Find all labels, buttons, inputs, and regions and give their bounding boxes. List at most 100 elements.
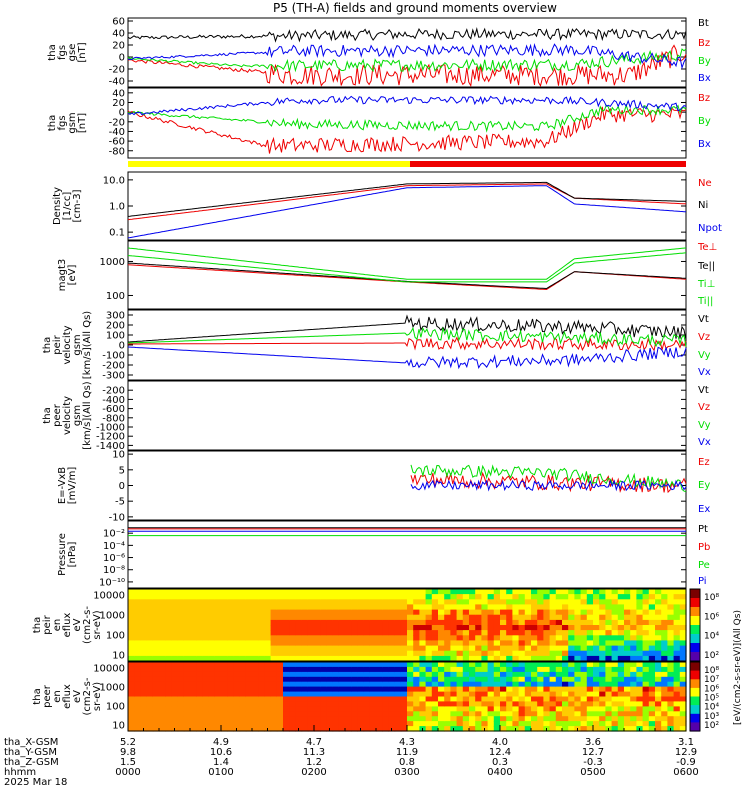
peir_spec-cell <box>407 645 414 652</box>
peer_spec-cell <box>518 696 526 702</box>
peer_spec-cell <box>159 701 166 707</box>
peir_spec-cell <box>165 609 172 616</box>
peer_spec-cell <box>152 691 160 698</box>
peer_spec-cell <box>351 662 358 668</box>
peer_spec-ytick-label: 100 <box>106 702 125 713</box>
peir_velocity-ylabel-line: velocity <box>62 325 73 364</box>
peer_spec-cell <box>283 666 290 673</box>
peir_spec-cell <box>394 650 402 657</box>
peer_spec-cell <box>493 676 501 683</box>
peir_spec-cell <box>444 604 451 611</box>
peir_spec-cell <box>264 614 272 621</box>
peer_spec-cell <box>159 676 166 683</box>
peer_spec-cell <box>314 721 321 727</box>
peir_spec-cell <box>555 599 563 605</box>
peir_spec-cell <box>679 635 687 641</box>
peir_spec-cell <box>630 604 637 611</box>
peer_spec-cell <box>227 711 234 717</box>
peer_spec-cell <box>487 686 495 693</box>
peer_spec-cell <box>270 686 278 693</box>
peer_spec-cell <box>593 662 600 668</box>
peir_spec-cell <box>140 614 148 621</box>
peer_spec-cell <box>202 721 210 727</box>
peir_spec-cell <box>593 645 600 652</box>
peir_spec-cell <box>394 619 402 626</box>
peer_spec-cell <box>146 662 154 668</box>
peir_spec-cell <box>214 594 222 600</box>
peir_spec-cell <box>301 619 309 626</box>
peer_spec-cell <box>431 691 439 698</box>
peer_spec-cell <box>171 691 179 698</box>
peir_spec-cell <box>586 599 594 605</box>
peir_spec-cell <box>295 609 303 616</box>
peer_spec-cell <box>500 676 507 683</box>
fgs_gse-line-bz <box>127 44 687 88</box>
peer_spec-cell <box>549 716 557 722</box>
peer_spec-cell <box>506 662 513 668</box>
peer_spec-cell <box>214 662 222 668</box>
peir_spec-cell <box>617 599 625 605</box>
peer_spec-cell <box>400 686 408 693</box>
peer_spec-cell <box>128 721 135 727</box>
peer_spec-cell <box>611 666 619 673</box>
peer_spec-cell <box>500 701 507 707</box>
peer_spec-cell <box>593 681 600 688</box>
peir_spec-cell <box>338 645 346 652</box>
peer_spec-cell <box>314 681 321 688</box>
peer_spec-cell <box>208 666 216 673</box>
peer_velocity-ylabel-line: [km/s](All Qs) <box>82 381 93 449</box>
fgs_gse-line-bx <box>127 42 687 70</box>
peir_spec-cell <box>469 640 476 647</box>
peir_spec-cell <box>351 655 358 662</box>
peer_spec-cell <box>611 681 619 688</box>
peer_spec-cell <box>599 711 606 717</box>
peer_spec-cell <box>245 676 253 683</box>
peer_spec-cell <box>531 671 538 678</box>
peer_spec-cell <box>245 681 253 688</box>
peer_spec-cell <box>617 691 625 698</box>
peir_spec-cell <box>159 619 166 626</box>
peer_spec-cell <box>146 726 154 732</box>
peer_spec-cell <box>617 671 625 678</box>
peer_spec-cell <box>419 671 427 678</box>
peir_spec-cell <box>599 599 606 605</box>
peir_spec-cell <box>506 589 513 595</box>
peir_spec-cell <box>357 640 365 647</box>
peir_spec-cell <box>555 604 563 611</box>
peer_spec-cell <box>438 662 445 668</box>
peer_spec-cell <box>673 671 681 678</box>
peer_spec-cell <box>407 696 414 702</box>
peir_spec-cell <box>388 655 396 662</box>
peir_spec-cell <box>431 630 439 636</box>
temperature-ylabel-line: magt3 <box>57 259 68 292</box>
peir_spec-cell <box>611 619 619 626</box>
peir_spec-cell <box>679 594 687 600</box>
peir_spec-cell <box>425 640 433 647</box>
xaxis-row-label: tha_Z-GSM <box>4 757 59 768</box>
peir_spec-cell <box>270 640 278 647</box>
peer_spec-cell <box>605 671 613 678</box>
peir_spec-cell <box>549 650 557 657</box>
peir_spec-cell <box>444 614 451 621</box>
peer_spec-cell <box>152 671 160 678</box>
peer_spec-cell <box>165 706 172 712</box>
peer_velocity-ytick-label: -600 <box>102 404 125 415</box>
peer_spec-cell <box>400 721 408 727</box>
peir_spec-cell <box>363 589 371 595</box>
peir_spec-cell <box>500 604 507 611</box>
peir_spec-cell <box>605 619 613 626</box>
peer_velocity-legend-vx: Vx <box>698 437 711 448</box>
peir_spec-cell <box>493 625 501 631</box>
peir_spec-cell <box>183 625 191 631</box>
fgs_gse-ylabel-line: tha <box>47 44 58 60</box>
peer_spec-cell <box>140 701 148 707</box>
peir_spec-cell <box>648 594 656 600</box>
peer_spec-cell <box>208 696 216 702</box>
peir_spec-cell <box>258 614 265 621</box>
peer_spec-cell <box>345 662 352 668</box>
xaxis-value: 3.6 <box>585 737 601 748</box>
peer_spec-cell <box>283 681 290 688</box>
peir_spec-cell <box>388 604 396 611</box>
peir_spec-cell <box>128 625 135 631</box>
peir_spec-cell <box>183 630 191 636</box>
